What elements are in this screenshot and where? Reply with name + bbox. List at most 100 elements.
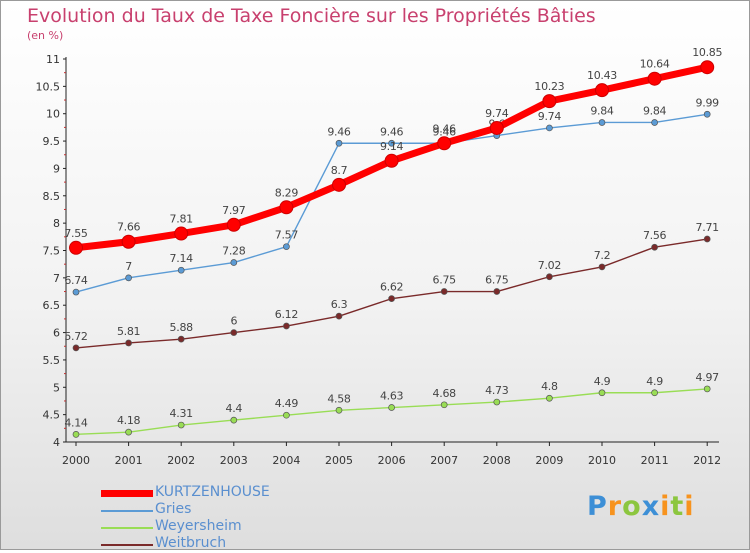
data-point	[489, 120, 504, 135]
data-label: 4.31	[170, 407, 193, 420]
data-label: 4.8	[541, 380, 558, 393]
data-label: 6.75	[485, 274, 509, 287]
data-point	[230, 329, 238, 336]
data-label: 9.84	[643, 104, 667, 117]
data-label: 4.68	[433, 387, 457, 400]
y-tick-label: 9.5	[43, 135, 61, 148]
data-point	[440, 401, 448, 409]
data-point	[437, 136, 452, 151]
data-label: 5.88	[170, 321, 194, 334]
data-point	[388, 139, 395, 147]
data-point	[440, 288, 448, 295]
data-point	[72, 344, 80, 352]
data-label: 9.46	[433, 125, 457, 138]
data-label: 7.14	[170, 252, 194, 265]
series-kurtzenhouse: 7.55 7.66 7.81 7.97 8.29 8.7 9.14 9.46 9.74 10.23…	[64, 46, 723, 255]
data-label: 5.72	[64, 330, 87, 343]
y-tick-label: 7.5	[43, 245, 61, 258]
x-tick-label: 2003	[220, 454, 248, 467]
data-label: 4.58	[327, 392, 351, 405]
data-point	[598, 119, 606, 126]
data-point	[121, 234, 136, 249]
x-tick-label: 2004	[272, 454, 300, 467]
data-label: 4.9	[594, 375, 611, 388]
y-tick-label: 11	[46, 53, 60, 66]
x-tick-label: 2011	[641, 454, 669, 467]
chart-title: Evolution du Taux de Taxe Foncière sur l…	[27, 5, 596, 27]
data-label: 6	[230, 315, 237, 328]
data-point	[283, 411, 290, 419]
legend-label: Weitbruch	[155, 535, 227, 551]
data-label: 7.02	[538, 259, 561, 272]
y-tick-label: 6	[53, 327, 60, 340]
legend-swatch	[101, 527, 153, 529]
legend-label: Weyersheim	[155, 518, 242, 534]
series-weyersheim: 4.14 4.18 4.31 4.4 4.49 4.58 4.63 4.68 4.73 4.8 4.…	[64, 371, 720, 438]
data-point	[332, 177, 346, 192]
data-label: 9.99	[696, 96, 720, 109]
data-point	[174, 226, 189, 241]
series-gries: 6.7477.147.287.579.469.469.469.69.749.84…	[64, 96, 720, 296]
legend-swatch	[101, 510, 153, 512]
chart-subtitle: (en %)	[27, 29, 64, 42]
data-point	[703, 385, 711, 393]
data-label: 10.43	[587, 69, 617, 82]
logo-letter: t	[670, 491, 685, 522]
data-point	[493, 288, 501, 295]
data-point	[230, 259, 238, 266]
data-point	[279, 200, 294, 215]
data-label: 9.46	[327, 125, 351, 138]
data-label: 7.56	[643, 229, 667, 242]
data-point	[283, 243, 290, 251]
data-point	[546, 394, 553, 402]
data-label: 7.28	[222, 245, 246, 258]
data-label: 10.64	[640, 58, 670, 71]
legend-label: KURTZENHOUSE	[155, 484, 270, 500]
data-label: 6.62	[380, 281, 403, 294]
data-point	[595, 83, 609, 98]
data-point	[125, 428, 132, 436]
data-point	[335, 312, 343, 320]
data-label: 7.55	[64, 227, 88, 240]
y-tick-label: 7	[53, 272, 60, 285]
data-point	[388, 295, 395, 302]
data-point	[335, 139, 343, 147]
data-point	[647, 71, 662, 86]
data-point	[703, 110, 711, 118]
data-point	[651, 119, 658, 126]
logo-letter: P	[587, 491, 608, 522]
data-label: 7.66	[117, 221, 141, 234]
data-label: 7.71	[696, 221, 719, 234]
data-label: 5.81	[117, 325, 140, 338]
legend-label: Gries	[155, 501, 192, 517]
data-point	[598, 389, 606, 397]
legend-item-kurtzenhouse: KURTZENHOUSE	[101, 484, 361, 502]
data-label: 4.14	[64, 416, 88, 429]
proxiti-logo: Proxiti	[587, 491, 695, 522]
data-label: 4.4	[226, 402, 243, 415]
data-label: 6.3	[331, 298, 348, 311]
data-point	[283, 322, 290, 330]
y-tick-label: 8	[53, 217, 60, 230]
data-point	[651, 389, 658, 397]
data-label: 4.97	[696, 371, 720, 384]
x-tick-label: 2010	[588, 454, 616, 467]
y-tick-label: 4.5	[43, 409, 61, 422]
data-label: 4.63	[380, 390, 404, 403]
legend-swatch	[101, 490, 153, 497]
data-point	[230, 416, 238, 424]
data-point	[72, 288, 80, 296]
y-tick-label: 10	[46, 108, 60, 121]
data-label: 4.49	[275, 397, 299, 410]
data-label: 4.18	[117, 414, 141, 427]
data-label: 8.7	[331, 164, 348, 177]
y-tick-label: 10.5	[36, 80, 61, 93]
data-point	[177, 335, 185, 343]
data-label: 4.73	[485, 384, 509, 397]
y-tick-label: 9	[53, 162, 60, 175]
legend-item-weyersheim: Weyersheim	[101, 518, 361, 536]
data-label: 9.14	[380, 140, 404, 153]
data-point	[226, 217, 241, 232]
